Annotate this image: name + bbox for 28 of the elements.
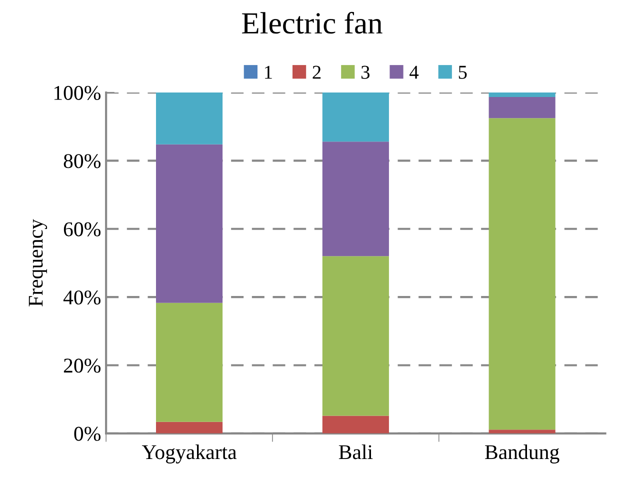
y-axis-title: Frequency — [28, 219, 48, 306]
legend-label: 4 — [410, 66, 419, 79]
y-tick-label: 0% — [74, 426, 101, 441]
y-tick-label: 80% — [64, 154, 101, 168]
bar — [322, 416, 389, 434]
bar — [156, 144, 223, 303]
x-tick-label: Bandung — [485, 444, 560, 464]
bar — [156, 92, 223, 144]
y-tick-label: 100% — [54, 86, 101, 100]
y-tick-label: 40% — [63, 290, 101, 305]
bar — [488, 118, 556, 430]
bar — [322, 92, 389, 142]
legend-label: 2 — [312, 66, 321, 79]
x-tick-label: Bali — [338, 444, 373, 460]
chart-title: Electric fan — [242, 12, 382, 34]
bar — [488, 96, 556, 118]
bar — [156, 302, 223, 422]
bar — [322, 256, 389, 416]
bar — [156, 422, 223, 434]
legend-label: 5 — [458, 66, 467, 79]
bar — [488, 430, 556, 434]
y-tick-label: 60% — [64, 222, 101, 236]
legend-label: 1 — [265, 66, 272, 79]
y-tick-label: 20% — [64, 358, 101, 373]
legend-label: 3 — [361, 66, 370, 79]
bar — [488, 92, 556, 97]
x-tick-label: Yogyakarta — [142, 444, 237, 464]
bar — [322, 142, 389, 256]
